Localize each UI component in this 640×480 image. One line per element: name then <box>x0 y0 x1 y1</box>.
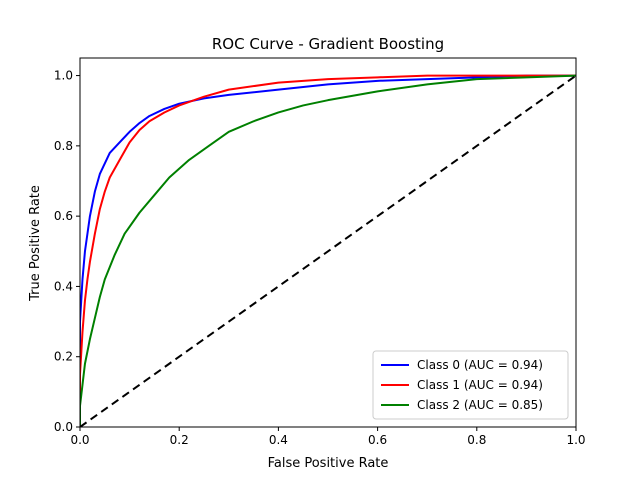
legend-label: Class 2 (AUC = 0.85) <box>417 398 543 412</box>
x-tick-label: 0.8 <box>467 433 486 447</box>
y-tick-label: 0.2 <box>54 350 73 364</box>
x-tick-label: 0.6 <box>368 433 387 447</box>
x-tick-label: 1.0 <box>566 433 585 447</box>
y-tick-label: 0.0 <box>54 420 73 434</box>
x-axis-ticks: 0.0 0.2 0.4 0.6 0.8 1.0 <box>70 427 586 447</box>
plot-area <box>79 57 577 428</box>
legend: Class 0 (AUC = 0.94) Class 1 (AUC = 0.94)… <box>372 350 569 420</box>
y-axis-label: True Positive Rate <box>28 185 43 302</box>
x-axis-label: False Positive Rate <box>268 456 389 471</box>
x-tick-label: 0.0 <box>70 433 89 447</box>
legend-label: Class 1 (AUC = 0.94) <box>417 378 543 392</box>
legend-label: Class 0 (AUC = 0.94) <box>417 358 543 372</box>
x-tick-label: 0.2 <box>170 433 189 447</box>
y-tick-label: 0.4 <box>54 279 73 293</box>
y-tick-label: 0.8 <box>54 139 73 153</box>
y-axis-ticks: 0.0 0.2 0.4 0.6 0.8 1.0 <box>54 69 80 434</box>
legend-box <box>372 350 569 420</box>
chart-title: ROC Curve - Gradient Boosting <box>212 35 444 53</box>
y-tick-label: 1.0 <box>54 69 73 83</box>
x-tick-label: 0.4 <box>269 433 288 447</box>
random-baseline-line <box>80 74 576 427</box>
roc-line-class-0 <box>80 74 576 427</box>
plot-frame <box>79 57 577 428</box>
roc-line-class-2 <box>80 74 576 427</box>
y-tick-label: 0.6 <box>54 209 73 223</box>
roc-line-class-1 <box>80 74 576 427</box>
